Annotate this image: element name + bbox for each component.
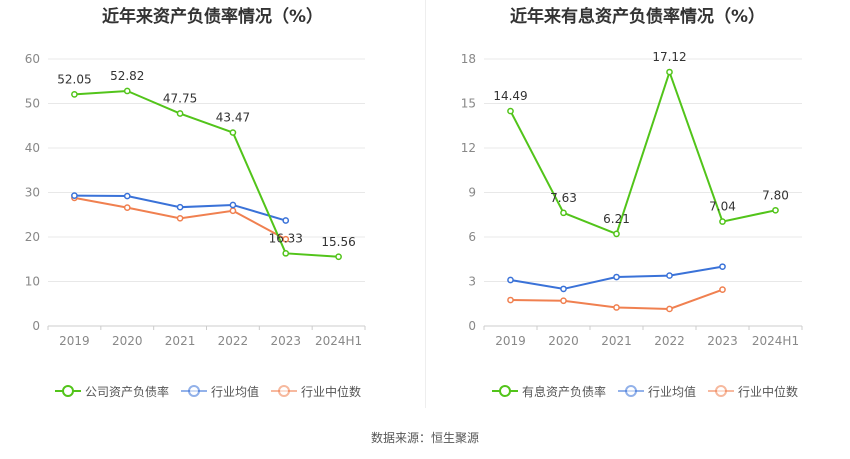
- data-point: [176, 203, 184, 211]
- x-tick-label: 2024H1: [752, 334, 799, 348]
- legend-item-interest-ratio[interactable]: 有息资产负债率: [492, 383, 606, 400]
- data-point: [71, 91, 78, 98]
- data-label: 14.49: [493, 89, 527, 103]
- data-point: [71, 192, 78, 199]
- data-point: [613, 230, 620, 238]
- y-tick-label: 10: [25, 275, 40, 289]
- y-tick-label: 15: [461, 97, 476, 111]
- y-tick-label: 12: [461, 141, 476, 155]
- x-tick-label: 2022: [654, 334, 685, 348]
- data-label: 43.47: [216, 111, 250, 125]
- left-line-chart: 0 10 20 30 40 50 60 2019 2020 2021 2022 2023 2024H1 5…: [25, 52, 366, 348]
- x-tick-label: 2021: [601, 334, 632, 348]
- data-point: [229, 207, 237, 215]
- series-line: [74, 89, 339, 258]
- data-point: [123, 87, 131, 95]
- data-point: [507, 296, 514, 304]
- x-tick-label: 2021: [165, 334, 196, 348]
- data-point: [176, 110, 184, 117]
- legend-marker-green-icon: [492, 385, 518, 397]
- legend-label: 有息资产负债率: [522, 384, 607, 399]
- legend-label: 公司资产负债率: [85, 384, 170, 399]
- legend-item-industry-avg[interactable]: 行业均值: [181, 383, 259, 400]
- data-point: [666, 272, 673, 279]
- x-tick-label: 2020: [548, 334, 579, 348]
- data-point: [123, 192, 131, 200]
- right-chart-title: 近年来有息资产负债率情况（%）: [509, 7, 766, 27]
- legend-marker-blue-icon: [618, 385, 645, 397]
- data-point: [229, 201, 237, 209]
- legend-label: 行业均值: [648, 384, 697, 399]
- data-point: [666, 68, 673, 76]
- x-tick-label: 2020: [112, 334, 143, 348]
- data-label: 7.63: [550, 191, 577, 205]
- y-tick-label: 0: [468, 319, 476, 333]
- data-point: [282, 249, 290, 257]
- data-label: 47.75: [163, 92, 197, 106]
- data-point: [507, 276, 514, 284]
- data-point: [176, 214, 184, 222]
- y-tick-label: 30: [25, 186, 40, 200]
- data-point: [613, 304, 620, 311]
- y-tick-label: 50: [25, 97, 40, 111]
- legend-marker-orange-icon: [708, 385, 735, 397]
- y-tick-label: 60: [25, 52, 40, 66]
- data-point: [719, 286, 726, 294]
- y-tick-label: 20: [25, 230, 40, 244]
- legend-item-industry-median[interactable]: 行业中位数: [271, 383, 361, 400]
- y-tick-label: 40: [25, 141, 40, 155]
- legend-marker-green-icon: [55, 385, 81, 397]
- data-point: [560, 209, 567, 217]
- right-chart-legend: 有息资产负债率 行业均值 行业中位数: [492, 382, 810, 400]
- y-tick-label: 6: [468, 230, 476, 244]
- x-tick-label: 2023: [707, 334, 738, 348]
- data-point: [719, 263, 726, 271]
- x-tick-label: 2019: [495, 334, 526, 348]
- data-label: 7.80: [762, 188, 789, 202]
- y-tick-label: 3: [468, 275, 476, 289]
- data-label: 7.04: [709, 200, 736, 214]
- data-point: [560, 285, 567, 293]
- data-point: [229, 129, 237, 136]
- legend-item-industry-median[interactable]: 行业中位数: [708, 383, 798, 400]
- data-point: [719, 218, 726, 225]
- x-tick-label: 2019: [59, 334, 90, 348]
- legend-label: 行业均值: [211, 384, 260, 399]
- series-line: [509, 68, 776, 236]
- data-point: [772, 206, 779, 214]
- data-point: [613, 273, 620, 281]
- data-source-note: 数据来源：恒生聚源: [370, 431, 479, 445]
- data-label: 52.82: [110, 69, 144, 83]
- legend-label: 行业中位数: [301, 384, 362, 399]
- legend-item-company-ratio[interactable]: 公司资产负债率: [55, 383, 169, 400]
- left-chart-title: 近年来资产负债率情况（%）: [101, 7, 324, 27]
- y-tick-label: 18: [461, 52, 476, 66]
- y-tick-label: 9: [468, 186, 476, 200]
- x-tick-label: 2023: [270, 334, 301, 348]
- data-label: 17.12: [652, 50, 686, 64]
- legend-marker-orange-icon: [271, 385, 298, 397]
- data-point: [282, 235, 290, 243]
- data-point: [507, 107, 514, 115]
- legend-item-industry-avg[interactable]: 行业均值: [618, 383, 696, 400]
- x-tick-label: 2024H1: [315, 334, 362, 348]
- y-tick-label: 0: [32, 319, 40, 333]
- panel-divider: [425, 0, 426, 408]
- data-point: [666, 305, 673, 313]
- data-label: 16.33: [269, 231, 303, 245]
- data-point: [282, 217, 290, 224]
- x-tick-label: 2022: [218, 334, 249, 348]
- data-label: 15.56: [321, 235, 355, 249]
- data-point: [335, 253, 342, 261]
- right-line-chart: 0 3 6 9 12 15 18 2019 2020 2021 2022 2023 2024H1 14.4…: [461, 50, 803, 348]
- data-label: 6.21: [603, 212, 630, 226]
- data-label: 52.05: [57, 72, 91, 86]
- legend-label: 行业中位数: [738, 384, 799, 399]
- data-point: [560, 297, 567, 305]
- data-point: [123, 204, 131, 211]
- left-chart-legend: 公司资产负债率 行业均值 行业中位数: [55, 382, 373, 400]
- legend-marker-blue-icon: [181, 385, 208, 397]
